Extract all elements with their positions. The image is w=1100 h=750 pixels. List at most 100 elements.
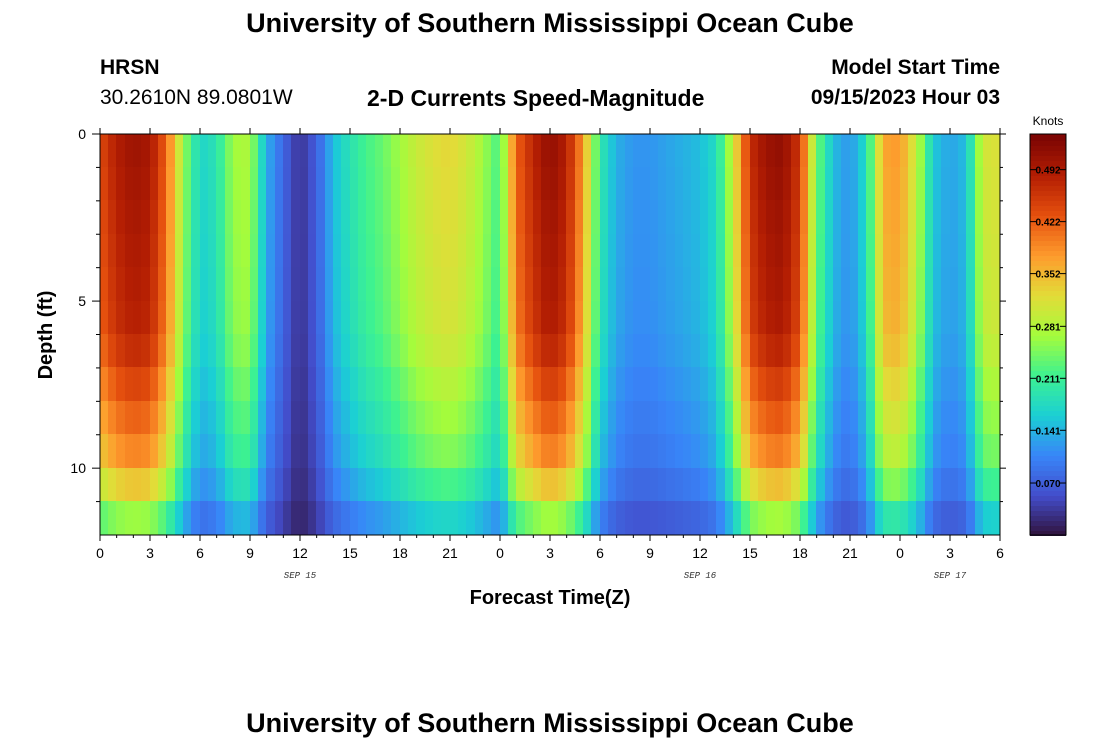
heatmap-cell [425, 334, 435, 369]
x-tick-label: 15 [342, 545, 358, 561]
heatmap-cell [183, 134, 193, 169]
heatmap-cell [116, 200, 126, 236]
heatmap-cell [108, 301, 118, 336]
heatmap-cell [741, 367, 751, 403]
heatmap-cell [825, 434, 835, 470]
heatmap-cell [550, 134, 560, 169]
heatmap-cell [508, 334, 518, 369]
heatmap-cell [150, 501, 160, 536]
heatmap-cell [416, 267, 426, 303]
heatmap-cell [850, 367, 860, 403]
heatmap-cell [483, 267, 493, 303]
heatmap-cell [158, 501, 168, 536]
heatmap-cell [283, 468, 293, 503]
heatmap-cell [841, 401, 851, 436]
heatmap-cell [550, 367, 560, 403]
heatmap-cell [958, 200, 968, 236]
heatmap-cell [500, 301, 510, 336]
heatmap-cell [683, 134, 693, 169]
heatmap-cell [850, 468, 860, 503]
heatmap-cell [700, 334, 710, 369]
heatmap-cell [150, 200, 160, 236]
heatmap-cell [141, 334, 151, 369]
colorbar-segment [1030, 364, 1066, 371]
heatmap-cell [283, 234, 293, 269]
heatmap-cell [233, 401, 243, 436]
heatmap-cell [416, 234, 426, 269]
heatmap-cell [758, 200, 768, 236]
heatmap-cell [408, 434, 418, 470]
heatmap-cell [741, 267, 751, 303]
heatmap-cell [600, 501, 610, 536]
heatmap-cell [725, 200, 735, 236]
heatmap-cell [275, 434, 285, 470]
heatmap-cell [500, 401, 510, 436]
heatmap-cell [291, 301, 301, 336]
heatmap-cell [633, 167, 643, 202]
heatmap-cell [700, 434, 710, 470]
heatmap-cell [266, 267, 276, 303]
heatmap-cell [858, 234, 868, 269]
heatmap-cell [766, 234, 776, 269]
y-tick-label: 5 [78, 293, 86, 309]
heatmap-cell [125, 334, 135, 369]
heatmap-cell [325, 367, 335, 403]
heatmap-cell [741, 234, 751, 269]
heatmap-cell [941, 434, 951, 470]
heatmap-cell [766, 334, 776, 369]
heatmap-cell [358, 401, 368, 436]
heatmap-cell [758, 468, 768, 503]
colorbar-segment [1030, 439, 1066, 446]
heatmap-cell [316, 234, 326, 269]
heatmap-cell [391, 134, 401, 169]
colorbar-segment [1030, 194, 1066, 201]
heatmap-cell [983, 200, 993, 236]
heatmap-cell [891, 234, 901, 269]
heatmap-cell [166, 301, 176, 336]
heatmap-cell [366, 468, 376, 503]
heatmap-cell [675, 134, 685, 169]
heatmap-cell [841, 334, 851, 369]
heatmap-cell [641, 367, 651, 403]
heatmap-cell [708, 334, 718, 369]
heatmap-cell [175, 267, 185, 303]
heatmap-cell [275, 134, 285, 169]
heatmap-cell [766, 367, 776, 403]
heatmap-cell [300, 167, 310, 202]
heatmap-cell [966, 301, 976, 336]
heatmap-cell [916, 401, 926, 436]
x-tick-label: 9 [646, 545, 654, 561]
heatmap-cell [125, 167, 135, 202]
heatmap-cells [100, 134, 1001, 536]
heatmap-cell [491, 301, 501, 336]
heatmap-cell [816, 134, 826, 169]
heatmap-cell [541, 401, 551, 436]
heatmap-cell [225, 334, 235, 369]
heatmap-cell [316, 301, 326, 336]
heatmap-cell [791, 267, 801, 303]
x-tick-label: 15 [742, 545, 758, 561]
heatmap-cell [433, 134, 443, 169]
heatmap-cell [616, 468, 626, 503]
heatmap-cell [683, 167, 693, 202]
heatmap-cell [450, 401, 460, 436]
heatmap-cell [908, 134, 918, 169]
heatmap-cell [475, 167, 485, 202]
heatmap-cell [191, 167, 201, 202]
heatmap-cell [516, 434, 526, 470]
heatmap-cell [433, 334, 443, 369]
heatmap-cell [150, 468, 160, 503]
heatmap-cell [358, 501, 368, 536]
heatmap-cell [475, 501, 485, 536]
heatmap-cell [725, 468, 735, 503]
heatmap-cell [183, 200, 193, 236]
heatmap-cell [916, 301, 926, 336]
heatmap-cell [475, 468, 485, 503]
heatmap-cell [158, 401, 168, 436]
colorbar-tick-label: 0.141 [1035, 426, 1060, 437]
heatmap-cell [875, 334, 885, 369]
heatmap-cell [275, 334, 285, 369]
heatmap-cell [541, 367, 551, 403]
heatmap-cell [566, 367, 576, 403]
heatmap-cell [483, 468, 493, 503]
